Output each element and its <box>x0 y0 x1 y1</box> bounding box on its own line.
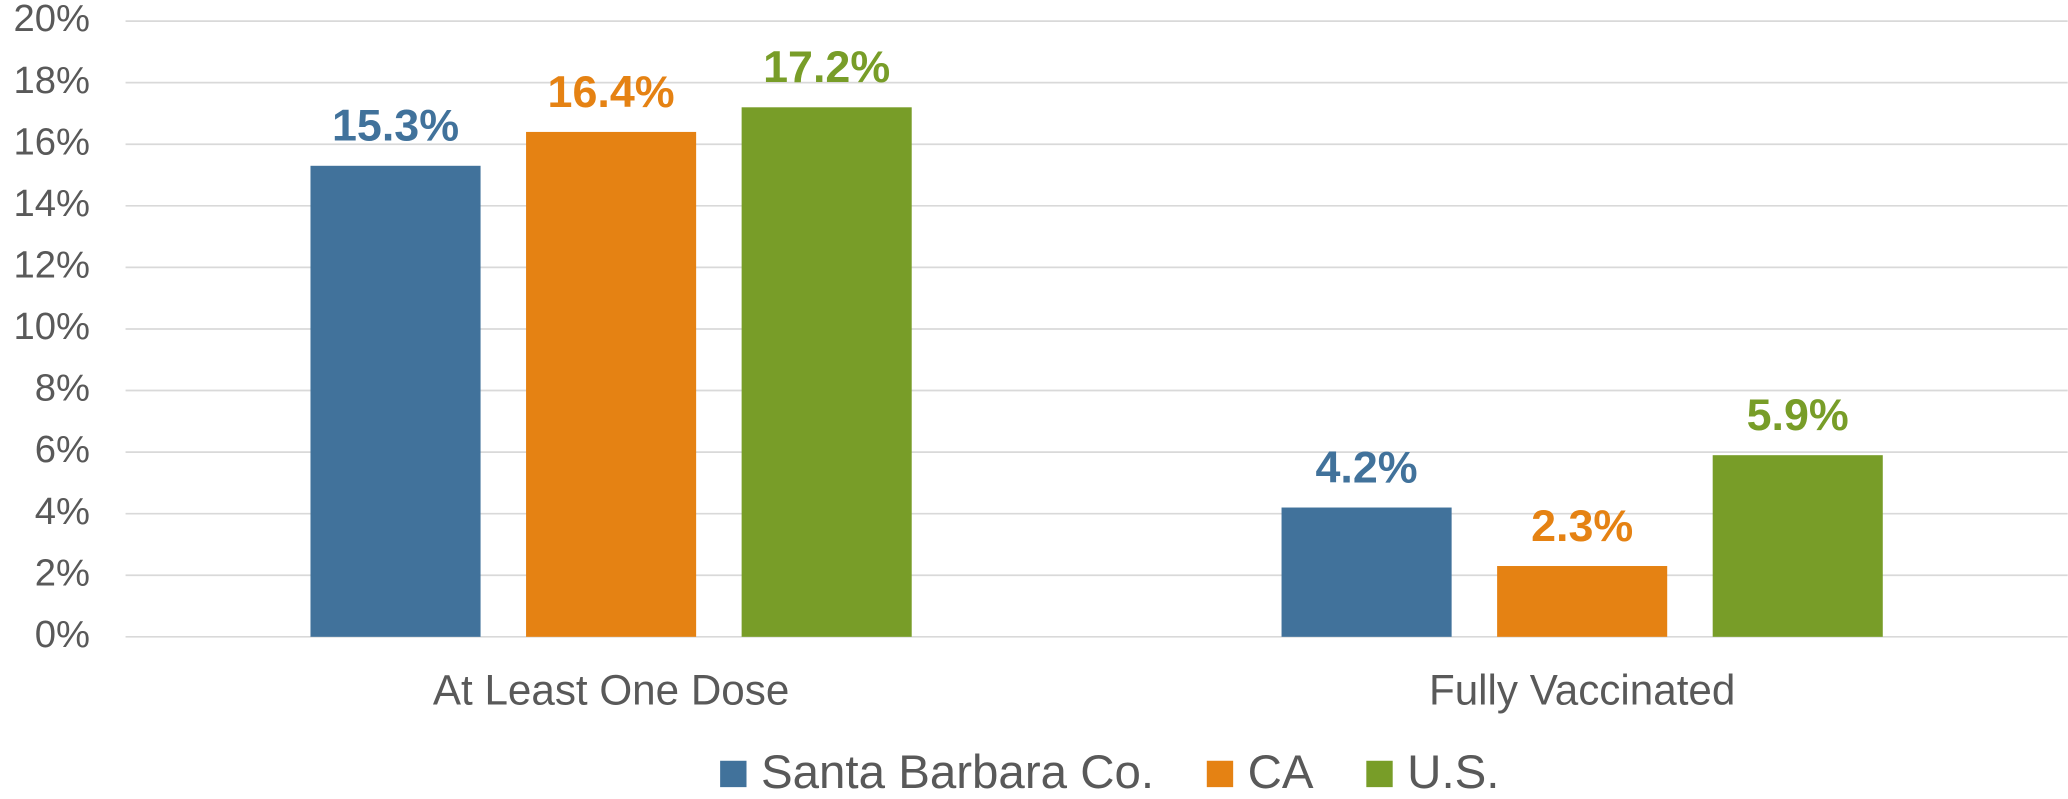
data-label: 4.2% <box>1316 442 1418 492</box>
bar <box>1281 507 1452 637</box>
y-tick-label: 6% <box>35 428 90 471</box>
legend-label: CA <box>1248 746 1314 799</box>
y-tick-label: 0% <box>35 613 90 656</box>
legend-swatch <box>1366 760 1393 788</box>
bar <box>1497 566 1668 637</box>
legend-label: Santa Barbara Co. <box>761 746 1154 799</box>
bar <box>741 107 912 637</box>
y-tick-label: 16% <box>13 120 90 163</box>
data-label: 17.2% <box>763 42 890 92</box>
y-tick-label: 10% <box>13 305 90 348</box>
legend-swatch <box>1206 760 1234 788</box>
y-tick-label: 2% <box>35 551 90 594</box>
x-tick-label: At Least One Dose <box>433 667 789 714</box>
bar <box>526 131 697 637</box>
data-label: 15.3% <box>332 101 459 151</box>
data-label: 16.4% <box>548 67 675 117</box>
y-tick-label: 14% <box>13 182 90 225</box>
bar <box>310 165 481 637</box>
data-label: 2.3% <box>1531 501 1633 551</box>
x-tick-label: Fully Vaccinated <box>1429 667 1735 714</box>
y-tick-label: 8% <box>35 367 90 410</box>
legend-label: U.S. <box>1407 746 1499 799</box>
legend-swatch <box>720 760 747 788</box>
y-tick-label: 18% <box>13 59 90 102</box>
bar <box>1712 455 1883 637</box>
y-tick-label: 4% <box>35 490 90 533</box>
data-label: 5.9% <box>1747 390 1849 440</box>
y-tick-label: 12% <box>13 243 90 286</box>
y-tick-label: 20% <box>13 0 90 40</box>
